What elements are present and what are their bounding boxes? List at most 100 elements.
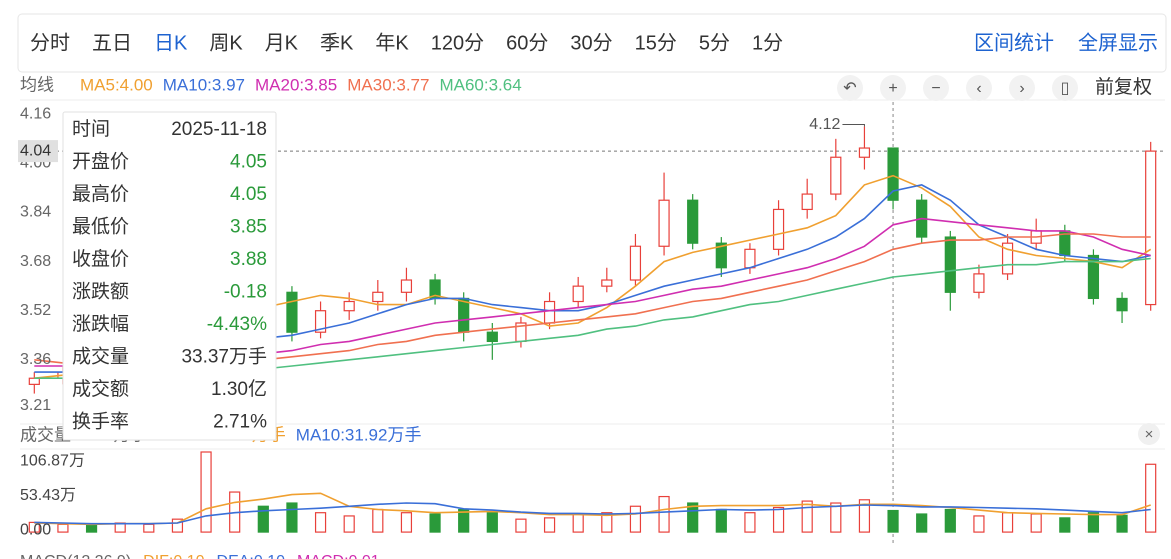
tooltip-label: 成交量 bbox=[72, 346, 129, 368]
volume-bar bbox=[572, 513, 584, 533]
chart-tool-button[interactable] bbox=[923, 75, 949, 101]
period-tab[interactable]: 分时 bbox=[30, 31, 70, 54]
legend-entry: MA5:4.00 bbox=[80, 75, 153, 94]
macd-legend-entry: MACD(12,26,9) bbox=[20, 553, 131, 559]
period-tab[interactable]: 季K bbox=[320, 31, 354, 54]
y-tick-label: 3.68 bbox=[20, 253, 51, 270]
last-price-tag-bg bbox=[18, 140, 58, 163]
candle-body bbox=[1087, 254, 1100, 300]
volume-bar bbox=[200, 451, 212, 533]
chart-tool-button[interactable] bbox=[837, 75, 863, 101]
candle-body bbox=[715, 242, 727, 269]
chart-tool-icon[interactable]: ↶ bbox=[843, 80, 856, 97]
tooltip-value: -4.43% bbox=[207, 314, 267, 335]
macd-legend-entry: DEA:0.10 bbox=[217, 553, 286, 559]
volume-bar bbox=[372, 508, 384, 533]
volume-bar bbox=[171, 518, 184, 533]
toolbar-action[interactable]: 区间统计 bbox=[974, 31, 1054, 54]
toolbar-action[interactable]: 全屏显示 bbox=[1078, 31, 1158, 54]
volume-bar bbox=[887, 509, 899, 533]
tooltip-box bbox=[62, 111, 277, 441]
candle-body bbox=[400, 279, 413, 293]
tooltip-value: 2025-11-18 bbox=[171, 119, 267, 140]
volume-bar bbox=[973, 515, 985, 533]
volume-bar bbox=[143, 523, 155, 533]
volume-bar bbox=[658, 495, 670, 533]
candle-body bbox=[286, 291, 298, 333]
period-tab[interactable]: 5分 bbox=[699, 31, 730, 54]
chart-tool-icon[interactable]: ▯ bbox=[1061, 80, 1070, 97]
volume-bar bbox=[687, 502, 699, 533]
macd-legend-entry: MACD:0.01 bbox=[297, 553, 380, 559]
period-tab[interactable]: 日K bbox=[154, 32, 188, 54]
period-tab[interactable]: 60分 bbox=[506, 31, 548, 54]
peak-pointer bbox=[842, 124, 865, 127]
period-tab[interactable]: 15分 bbox=[635, 31, 677, 54]
volume-tick-label: 53.43万 bbox=[20, 487, 76, 504]
volume-bar bbox=[830, 502, 842, 533]
period-tab[interactable]: 五日 bbox=[92, 32, 132, 54]
period-tab[interactable]: 周K bbox=[209, 32, 243, 54]
volume-bar bbox=[1087, 512, 1100, 533]
volume-bar bbox=[314, 512, 327, 533]
volume-tick-label: 0.00 bbox=[20, 521, 51, 538]
volume-bar bbox=[1030, 513, 1042, 533]
chart-tool-button[interactable] bbox=[880, 75, 906, 101]
candle-body bbox=[830, 156, 842, 195]
candle-body bbox=[687, 199, 699, 244]
volume-bar bbox=[257, 505, 269, 533]
chart-tool-icon[interactable]: − bbox=[931, 80, 940, 97]
legend-entry: MA30:3.77 bbox=[347, 75, 429, 94]
chart-tool-button[interactable] bbox=[1009, 75, 1035, 101]
close-icon[interactable]: × bbox=[1145, 426, 1154, 443]
volume-bar bbox=[744, 512, 756, 533]
candle-body bbox=[372, 291, 384, 303]
candle-body bbox=[801, 193, 813, 211]
volume-bar bbox=[343, 515, 355, 533]
y-tick-label: 3.52 bbox=[20, 302, 51, 319]
volume-bar bbox=[944, 508, 956, 533]
legend-entry: MA10:3.97 bbox=[163, 75, 245, 94]
adjust-mode[interactable]: 前复权 bbox=[1095, 76, 1152, 98]
last-price-tag: 4.04 bbox=[20, 142, 51, 159]
volume-bar bbox=[429, 513, 441, 533]
volume-bar bbox=[57, 523, 69, 533]
candle-body bbox=[314, 310, 327, 333]
volume-tick-label: 106.87万 bbox=[20, 452, 85, 469]
chart-tool-button[interactable] bbox=[966, 75, 992, 101]
y-tick-label: 3.36 bbox=[20, 351, 51, 368]
candle-body bbox=[343, 300, 355, 312]
period-tab[interactable]: 1分 bbox=[752, 31, 783, 54]
volume-ma-line bbox=[34, 502, 1151, 525]
y-tick-label: 3.84 bbox=[20, 204, 51, 221]
volume-bar bbox=[1116, 514, 1128, 533]
volume-bar bbox=[916, 513, 928, 533]
period-tab[interactable]: 120分 bbox=[431, 31, 484, 54]
tooltip-value: 4.05 bbox=[230, 152, 267, 173]
period-tab[interactable]: 30分 bbox=[570, 31, 612, 54]
macd-legend-entry: DIF:0.10 bbox=[143, 553, 204, 559]
volume-bar bbox=[286, 502, 298, 533]
chart-tool-icon[interactable]: + bbox=[888, 80, 897, 97]
tooltip-label: 涨跌额 bbox=[72, 281, 129, 303]
candle-body bbox=[1116, 297, 1128, 312]
tooltip-value: 2.71% bbox=[213, 412, 267, 433]
period-tab[interactable]: 月K bbox=[265, 32, 299, 54]
period-tab[interactable]: 年K bbox=[375, 31, 409, 54]
volume-bar bbox=[858, 499, 871, 533]
chart-tool-icon[interactable]: › bbox=[1019, 80, 1024, 97]
tooltip-label: 涨跌幅 bbox=[72, 313, 129, 335]
peak-label: 4.12 bbox=[809, 116, 840, 133]
tooltip-label: 换手率 bbox=[72, 411, 129, 433]
candle-body bbox=[973, 273, 985, 293]
chart-tool-button[interactable] bbox=[1052, 75, 1078, 101]
tooltip-value: -0.18 bbox=[224, 282, 267, 303]
close-button[interactable] bbox=[1138, 423, 1160, 445]
candle-body bbox=[601, 279, 613, 287]
tooltip-value: 1.30亿 bbox=[211, 378, 267, 400]
y-tick-label: 4.16 bbox=[20, 105, 51, 122]
tooltip-label: 成交额 bbox=[72, 378, 129, 400]
legend-entry: MA10:31.92万手 bbox=[296, 425, 422, 444]
chart-tool-icon[interactable]: ‹ bbox=[976, 80, 981, 97]
